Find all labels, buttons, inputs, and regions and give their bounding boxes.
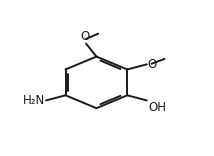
Text: OH: OH: [149, 101, 166, 114]
Text: O: O: [81, 30, 90, 43]
Text: H₂N: H₂N: [23, 94, 45, 107]
Text: O: O: [148, 58, 157, 71]
